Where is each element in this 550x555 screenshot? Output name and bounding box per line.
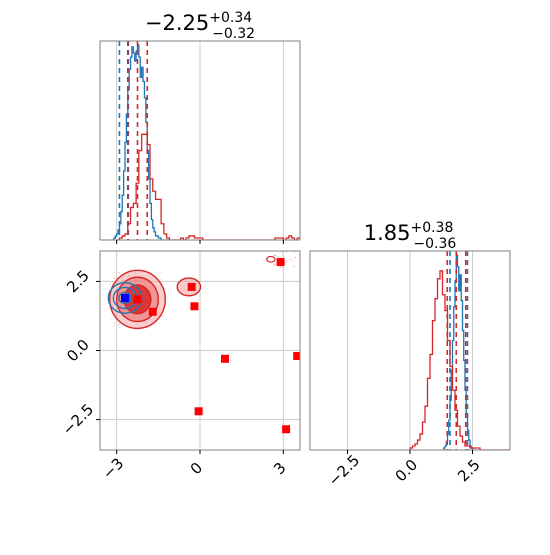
histogram-step-series_b [409,270,510,450]
sample-dot [277,256,279,258]
sample-dot [113,322,116,324]
red-square-marker [187,282,196,291]
sample-dot [110,317,112,320]
title-y-sub: −0.36 [413,236,456,252]
red-square-marker [293,352,300,361]
sample-dot [118,271,120,274]
sample-dot [118,323,121,325]
y-tick-label: 2.5 [63,267,93,297]
red-square-marker [133,295,142,304]
histogram-step-series_b [118,133,300,240]
sample-dot [160,278,162,281]
title-x-main: −2.25 [145,11,209,35]
panel-title-y: 1.85+0.38 −0.36 [364,220,457,252]
sample-dot [292,266,295,268]
red-square-marker [221,354,229,363]
sample-dot [274,254,277,257]
title-y-main: 1.85 [364,221,411,245]
scatter-content [107,251,300,434]
sample-dot [293,257,296,259]
sample-dot [291,260,293,262]
x-tick-label: 0 [187,459,206,478]
red-square-marker [194,407,203,416]
x-tick-label: −2.5 [325,451,363,489]
sample-dot [113,277,115,280]
sample-dot [113,275,115,277]
x-tick-label: 3 [270,459,289,478]
sample-dot [161,272,163,275]
sample-dot [118,326,120,328]
sample-dot [284,262,287,264]
sample-dot [273,254,275,256]
sample-dot [274,254,277,257]
sample-dot [118,324,120,326]
sample-dot [281,251,283,253]
sample-dot [115,276,118,279]
sample-dot [294,256,296,259]
title-x-sup: +0.34 [209,10,252,26]
red-square-marker [276,258,285,267]
red-square-marker [190,302,199,311]
red-square-marker [148,307,157,316]
contour-level-red-small [266,255,276,263]
panel-title-x: −2.25+0.34 −0.32 [145,10,255,42]
x-tick-label: −3 [99,454,127,482]
contour-level-blue [118,291,132,305]
sample-dot [109,284,111,286]
title-y-sup: +0.38 [410,220,453,236]
sample-dot [294,265,296,267]
y-tick-label: −2.5 [59,400,97,438]
sample-dot [281,266,283,268]
sample-dot [273,263,276,265]
sample-dot [113,325,115,327]
sample-dot [113,277,115,280]
blue-square-marker [121,293,129,302]
red-square-marker [282,425,291,434]
sample-dot [289,258,292,261]
sample-dot [162,315,164,318]
x-tick-label: 0.0 [392,456,422,486]
x-tick-label: 2.5 [454,456,484,486]
sample-dot [293,251,296,253]
contour-level-blue [107,282,143,314]
sample-dot [113,271,116,273]
title-x-sub: −0.32 [212,26,255,42]
sample-dot [273,264,276,266]
y-tick-label: 0.0 [63,336,93,366]
sample-dot [279,266,282,268]
sample-dot [156,272,159,275]
